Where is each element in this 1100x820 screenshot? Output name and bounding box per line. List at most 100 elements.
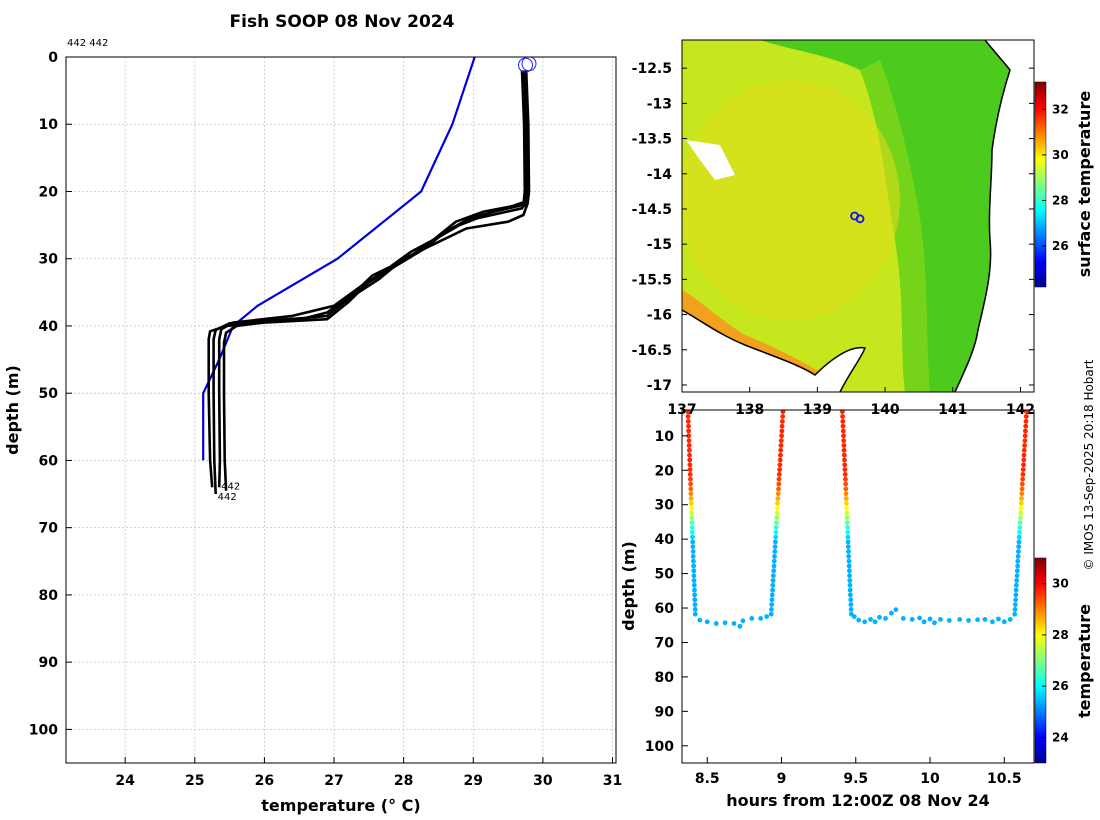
timeseries-cast-point: [1020, 467, 1026, 472]
timeseries-y-axis-label: depth (m): [619, 541, 638, 631]
timeseries-cast-point: [687, 452, 692, 458]
profile-cast-line: [212, 70, 528, 495]
timeseries-bottom-point: [917, 615, 922, 621]
timeseries-cast-point: [769, 607, 774, 612]
timeseries-cast-point: [779, 428, 785, 434]
timeseries-cast-point: [772, 549, 778, 554]
timeseries-bottom-point: [909, 617, 915, 622]
timeseries-bottom-point: [921, 619, 927, 625]
map-colorbar: [1034, 81, 1047, 288]
timeseries-bottom-point: [722, 620, 728, 626]
timeseries-colorbar-tick-label: 28: [1052, 628, 1069, 642]
timeseries-cast-point: [842, 467, 848, 472]
timeseries-bottom-point: [749, 616, 755, 621]
timeseries-cast-point: [1014, 573, 1020, 579]
timeseries-cast-point: [846, 549, 851, 554]
timeseries-cast-point: [774, 515, 780, 521]
timeseries-y-tick-label: 100: [645, 739, 674, 755]
map-ticks: 137 138 139 140 141 142-12.5-13-13.5-14-14.5-…: [632, 61, 1035, 418]
timeseries-cast-point: [1015, 554, 1021, 559]
timeseries-bottom-point: [975, 617, 980, 623]
timeseries-cast-point: [771, 558, 777, 564]
timeseries-cast-point: [1016, 539, 1022, 545]
timeseries-bottom-point: [996, 616, 1001, 622]
timeseries-x-tick-label: 9.5: [843, 771, 868, 787]
timeseries-cast-point: [691, 573, 697, 579]
timeseries-cast-point: [845, 525, 850, 530]
timeseries-cast-point: [843, 496, 849, 501]
timeseries-cast-point: [1021, 447, 1027, 453]
timeseries-cast-point: [840, 423, 846, 429]
timeseries-cast-point: [1012, 607, 1018, 612]
timeseries-cast-point: [1018, 500, 1024, 506]
timeseries-cast-point: [844, 500, 849, 506]
timeseries-cast-point: [691, 582, 697, 588]
timeseries-cast-point: [1012, 602, 1018, 607]
timeseries-cast-point: [686, 423, 691, 429]
map-y-tick-label: -13.5: [632, 132, 672, 148]
profile-axes-box: [65, 56, 617, 764]
map-coastline-east: [954, 40, 1011, 392]
timeseries-cast-point: [779, 433, 784, 439]
timeseries-cast-point: [692, 597, 698, 603]
timeseries-cast-point: [847, 573, 852, 579]
profile-x-tick-label: 25: [185, 773, 204, 789]
timeseries-cast-point: [846, 554, 852, 559]
timeseries-colorbar-tick-label: 30: [1052, 577, 1069, 591]
timeseries-cast-point: [692, 587, 697, 593]
timeseries-cast-point: [688, 481, 693, 487]
timeseries-cast-point: [1017, 520, 1023, 525]
map-land-east: [955, 40, 1034, 392]
timeseries-cast-point: [686, 438, 692, 444]
timeseries-bottom-point: [872, 619, 878, 625]
profile-y-tick-label: 80: [39, 588, 59, 604]
timeseries-bottom-point: [966, 618, 971, 623]
timeseries-cast-point: [1022, 433, 1028, 439]
timeseries-cast-point: [690, 539, 696, 545]
timeseries-cast-point: [774, 510, 780, 516]
map-field: [682, 40, 1034, 392]
timeseries-cast-point: [688, 476, 693, 482]
timeseries-panel: 8.5 9 9.5 10 10.5 10 20 30 40 50 60 70 80 90 100 hours…: [619, 409, 1094, 810]
timeseries-cast-point: [770, 578, 776, 583]
timeseries-cast-point: [1013, 587, 1019, 593]
profile-y-tick-label: 90: [39, 655, 59, 671]
timeseries-cast-point: [777, 467, 782, 472]
timeseries-cast-point: [1016, 549, 1021, 554]
timeseries-cast-point: [1013, 592, 1019, 598]
timeseries-cast-point: [843, 491, 849, 497]
timeseries-cast-point: [1018, 515, 1023, 521]
timeseries-bottom-point: [697, 617, 703, 623]
figure-title: Fish SOOP 08 Nov 2024: [230, 12, 455, 32]
timeseries-cast-point: [691, 558, 696, 564]
timeseries-cast-point: [844, 515, 850, 521]
timeseries-cast-point: [778, 438, 784, 444]
timeseries-bottom-point: [758, 616, 764, 621]
map-colorbar-ticks: 26 28 30 32: [1042, 102, 1069, 253]
timeseries-cast-point: [775, 491, 781, 497]
profile-ticks: 24 25 26 27 28 29 30 31 0 10 20 30 40 50 60 70 80 90 100: [29, 50, 622, 789]
timeseries-cast-point: [847, 578, 853, 583]
credit-text: © IMOS 13-Sep-2025 20:18 Hobart: [1082, 359, 1096, 570]
profile-x-tick-label: 29: [464, 773, 483, 789]
timeseries-cast-point: [847, 568, 852, 574]
map-colorbar-label: surface temperature: [1075, 91, 1094, 278]
map-y-tick-label: -15: [647, 237, 672, 253]
profile-x-tick-label: 30: [533, 773, 553, 789]
timeseries-cast-point: [771, 568, 777, 574]
timeseries-cast-point: [1020, 476, 1025, 482]
timeseries-cast-point: [844, 505, 849, 511]
timeseries-cast-point: [688, 500, 694, 506]
profile-x-axis-label: temperature (° C): [261, 796, 420, 815]
timeseries-cast-point: [687, 467, 693, 472]
timeseries-cast-point: [776, 476, 782, 482]
profile-cast-line: [207, 70, 527, 488]
profile-x-tick-label: 28: [394, 773, 413, 789]
map-colorbar-tick-label: 30: [1052, 148, 1069, 162]
timeseries-cast-point: [780, 419, 785, 424]
timeseries-cast-point: [692, 611, 698, 617]
timeseries-cast-point: [777, 457, 783, 463]
timeseries-cast-point: [847, 582, 853, 588]
timeseries-cast-point: [687, 457, 693, 463]
